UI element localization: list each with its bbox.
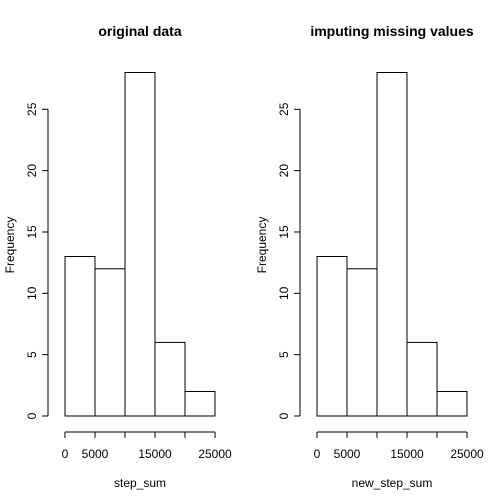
y-tick-label: 15 xyxy=(277,225,291,239)
y-tick-label: 10 xyxy=(25,286,39,300)
histogram-bar xyxy=(346,268,378,417)
y-tick-label: 20 xyxy=(277,164,291,178)
x-tick-label: 0 xyxy=(314,447,321,461)
histogram-bar xyxy=(376,72,408,417)
histogram-bar xyxy=(316,256,348,417)
x-tick-label: 5000 xyxy=(334,447,361,461)
x-tick-label: 25000 xyxy=(450,447,484,461)
y-tick-label: 0 xyxy=(277,412,291,419)
y-tick-label: 20 xyxy=(25,164,39,178)
y-tick-label: 0 xyxy=(25,412,39,419)
x-tick-label: 15000 xyxy=(390,447,424,461)
y-tick-label: 15 xyxy=(25,225,39,239)
histogram-bar xyxy=(124,72,156,417)
panel-imputing-missing-values: imputing missing values new_step_sum Fre… xyxy=(255,23,484,490)
y-tick-label: 25 xyxy=(25,102,39,116)
chart-title: original data xyxy=(98,23,181,39)
histogram-bar xyxy=(154,341,186,417)
y-tick-label: 5 xyxy=(277,351,291,358)
histogram-bar xyxy=(64,256,96,417)
y-tick-label: 5 xyxy=(25,351,39,358)
x-tick-label: 25000 xyxy=(198,447,232,461)
histogram-bar xyxy=(184,390,216,417)
histogram-bar xyxy=(406,341,438,417)
y-tick-label: 10 xyxy=(277,286,291,300)
y-axis-label: Frequency xyxy=(3,217,17,274)
x-tick-label: 5000 xyxy=(82,447,109,461)
histogram-bar xyxy=(436,390,468,417)
x-axis-label: step_sum xyxy=(114,476,166,490)
panel-original-data: original data step_sum Frequency 0 5000 15… xyxy=(3,23,232,490)
x-tick-label: 0 xyxy=(62,447,69,461)
histogram-bar xyxy=(94,268,126,417)
chart-title: imputing missing values xyxy=(310,23,474,39)
y-tick-label: 25 xyxy=(277,102,291,116)
y-axis-label: Frequency xyxy=(255,217,269,274)
x-axis-label: new_step_sum xyxy=(352,476,433,490)
x-tick-label: 15000 xyxy=(138,447,172,461)
